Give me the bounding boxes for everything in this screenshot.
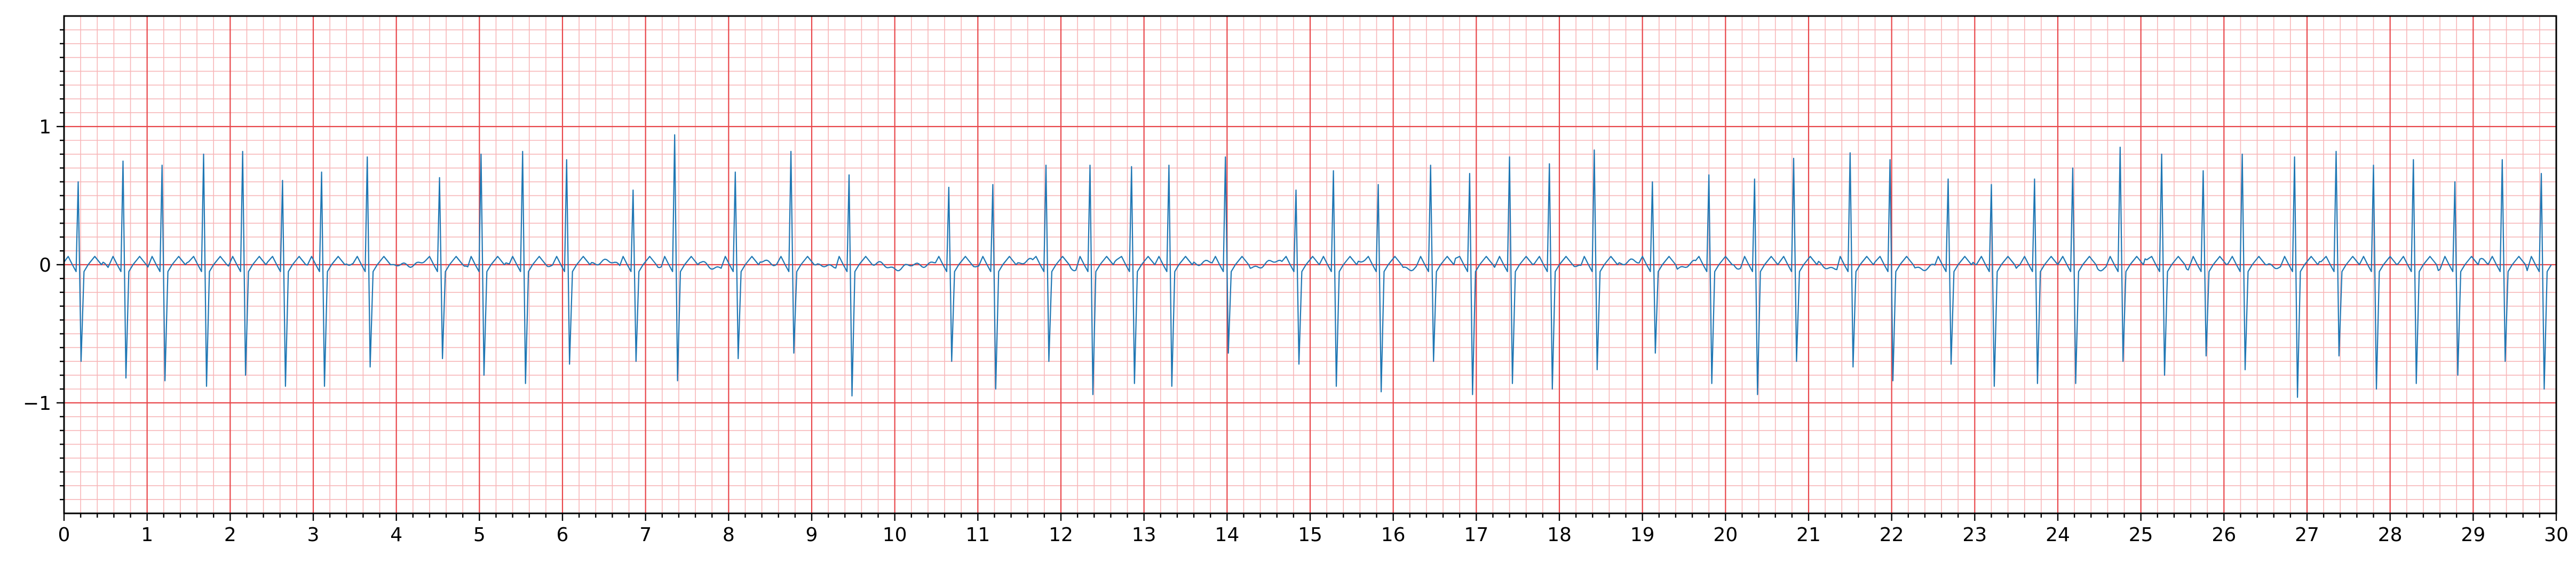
x-tick-label: 28 <box>2378 524 2403 546</box>
x-tick-label: 19 <box>1630 524 1655 546</box>
x-tick-label: 20 <box>1713 524 1738 546</box>
x-tick-label: 7 <box>639 524 652 546</box>
x-tick-label: 16 <box>1381 524 1406 546</box>
x-tick-label: 2 <box>224 524 236 546</box>
x-tick-label: 18 <box>1547 524 1572 546</box>
x-tick-label: 14 <box>1215 524 1239 546</box>
x-tick-label: 24 <box>2046 524 2070 546</box>
x-tick-label: 1 <box>141 524 153 546</box>
x-tick-label: 22 <box>1880 524 1904 546</box>
y-axis-ticks: −1 0 1 <box>23 29 64 501</box>
y-tick-label: 0 <box>39 255 51 276</box>
x-tick-label: 3 <box>307 524 320 546</box>
x-tick-label: 27 <box>2295 524 2319 546</box>
x-tick-label: 17 <box>1464 524 1488 546</box>
x-tick-label: 0 <box>58 524 70 546</box>
x-tick-label: 11 <box>965 524 990 546</box>
x-tick-label: 30 <box>2544 524 2569 546</box>
ecg-trace <box>64 134 2552 398</box>
x-tick-label: 25 <box>2129 524 2153 546</box>
x-tick-label: 12 <box>1049 524 1073 546</box>
x-tick-label: 5 <box>473 524 486 546</box>
x-tick-label: 8 <box>723 524 735 546</box>
x-tick-label: 10 <box>883 524 907 546</box>
x-tick-label: 13 <box>1132 524 1156 546</box>
x-tick-label: 4 <box>390 524 402 546</box>
x-axis-ticks: 0 1 2 3 4 5 6 7 8 9 10 11 12 13 14 15 16 17 18 19 20 21 22 23 24… <box>58 513 2569 546</box>
y-tick-label: 1 <box>39 116 51 138</box>
x-tick-label: 23 <box>1962 524 1987 546</box>
x-tick-label: 21 <box>1796 524 1821 546</box>
x-tick-label: 6 <box>557 524 569 546</box>
y-tick-label: −1 <box>23 393 51 415</box>
x-tick-label: 29 <box>2461 524 2485 546</box>
x-tick-label: 15 <box>1298 524 1322 546</box>
x-tick-label: 26 <box>2212 524 2236 546</box>
x-tick-label: 9 <box>806 524 818 546</box>
